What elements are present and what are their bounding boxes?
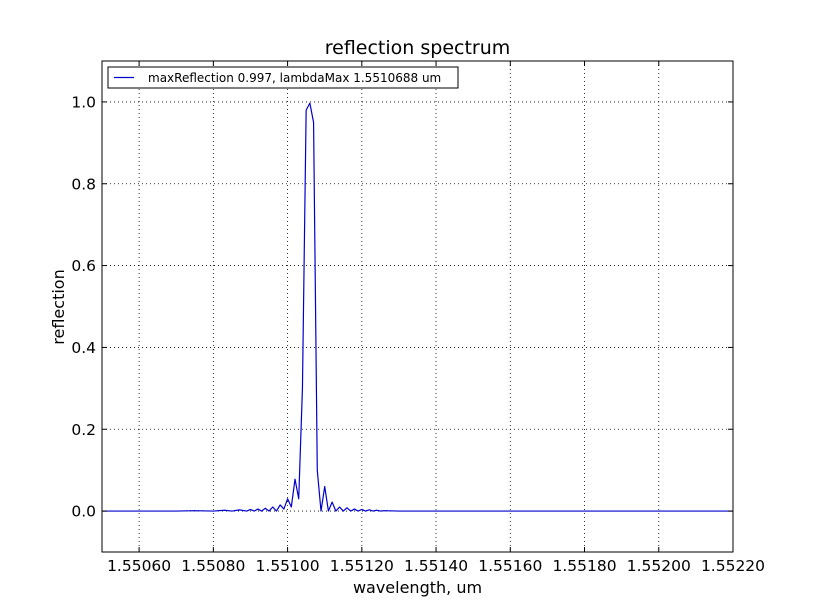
x-tick-label: 1.55120 [330,557,394,575]
y-axis-label: reflection [49,269,68,344]
y-tick-label: 0.6 [71,257,96,275]
legend-box [107,66,459,89]
plot-frame [101,60,734,553]
x-tick-label: 1.55160 [478,557,542,575]
x-tick-label: 1.55080 [181,557,245,575]
legend-label: maxReflection 0.997, lambdaMax 1.5510688… [148,71,441,85]
x-tick-label: 1.55200 [627,557,691,575]
x-axis-label: wavelength, um [353,578,482,597]
x-tick-label: 1.55100 [256,557,320,575]
x-tick-label: 1.55220 [701,557,765,575]
y-tick-label: 1.0 [71,93,96,111]
tick-labels: 1.55060 1.55080 1.55100 1.55120 1.55140 1.551… [71,93,765,575]
x-tick-label: 1.55180 [552,557,616,575]
y-tick-label: 0.8 [71,175,96,193]
legend: maxReflection 0.997, lambdaMax 1.5510688… [107,66,459,89]
y-tick-label: 0.4 [71,339,96,357]
plot-area [102,61,733,552]
x-tick-label: 1.55140 [404,557,468,575]
y-tick-label: 0.2 [71,421,96,439]
y-tick-label: 0.0 [71,503,96,521]
x-tick-label: 1.55060 [107,557,171,575]
series-layer [102,102,733,512]
ticks [102,61,734,552]
chart-title: reflection spectrum [325,37,511,59]
series-line [102,102,733,512]
